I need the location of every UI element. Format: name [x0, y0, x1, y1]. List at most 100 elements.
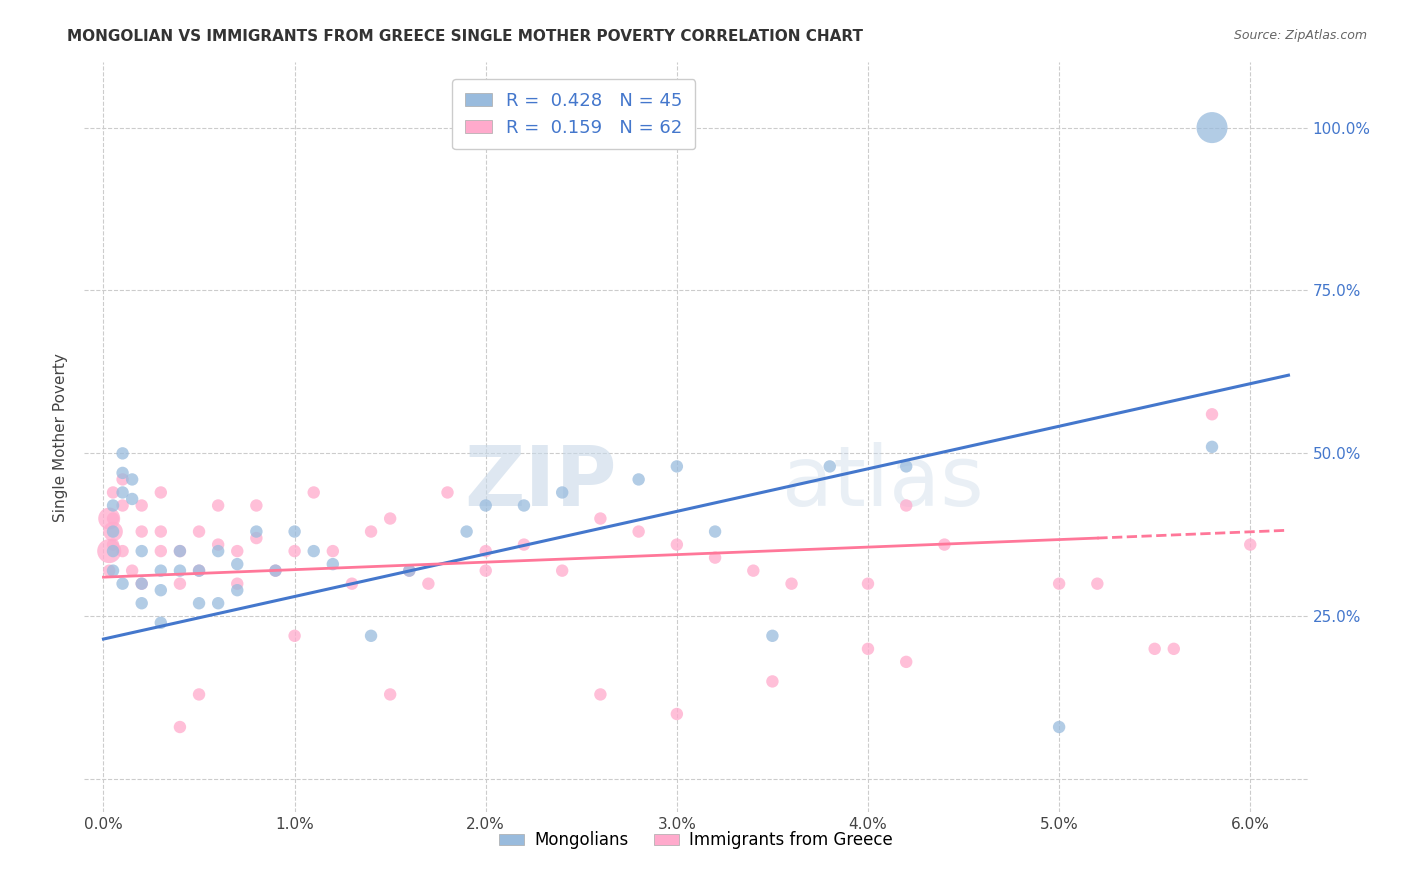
Point	[245, 524, 267, 539]
Point	[188, 596, 211, 610]
Point	[665, 459, 688, 474]
Point	[188, 688, 211, 702]
Point	[1143, 641, 1166, 656]
Point	[149, 564, 172, 578]
Point	[322, 544, 344, 558]
Point	[149, 615, 172, 630]
Point	[474, 499, 496, 513]
Point	[169, 564, 191, 578]
Point	[780, 576, 803, 591]
Point	[665, 706, 688, 721]
Point	[761, 629, 783, 643]
Text: atlas: atlas	[782, 442, 983, 523]
Point	[207, 499, 229, 513]
Point	[284, 524, 307, 539]
Text: MONGOLIAN VS IMMIGRANTS FROM GREECE SINGLE MOTHER POVERTY CORRELATION CHART: MONGOLIAN VS IMMIGRANTS FROM GREECE SING…	[67, 29, 863, 44]
Point	[380, 688, 402, 702]
Point	[121, 491, 143, 506]
Point	[245, 531, 267, 545]
Point	[101, 511, 124, 525]
Point	[111, 544, 134, 558]
Point	[284, 629, 307, 643]
Point	[589, 511, 612, 525]
Point	[589, 688, 612, 702]
Point	[360, 629, 382, 643]
Point	[111, 499, 134, 513]
Point	[149, 524, 172, 539]
Point	[101, 524, 124, 539]
Point	[121, 472, 143, 486]
Point	[1201, 120, 1223, 135]
Point	[245, 499, 267, 513]
Point	[264, 564, 287, 578]
Point	[226, 583, 249, 598]
Point	[131, 544, 153, 558]
Point	[322, 557, 344, 571]
Point	[131, 524, 153, 539]
Point	[188, 524, 211, 539]
Point	[101, 485, 124, 500]
Point	[169, 544, 191, 558]
Point	[188, 564, 211, 578]
Point	[169, 544, 191, 558]
Point	[226, 544, 249, 558]
Point	[436, 485, 458, 500]
Point	[627, 524, 650, 539]
Text: ZIP: ZIP	[464, 442, 616, 523]
Point	[264, 564, 287, 578]
Point	[418, 576, 440, 591]
Point	[360, 524, 382, 539]
Point	[551, 485, 574, 500]
Point	[474, 544, 496, 558]
Point	[704, 524, 727, 539]
Point	[302, 544, 325, 558]
Point	[131, 576, 153, 591]
Point	[101, 564, 124, 578]
Text: Source: ZipAtlas.com: Source: ZipAtlas.com	[1233, 29, 1367, 42]
Point	[149, 583, 172, 598]
Point	[101, 538, 124, 552]
Point	[226, 576, 249, 591]
Point	[131, 596, 153, 610]
Point	[131, 499, 153, 513]
Point	[896, 459, 918, 474]
Point	[149, 544, 172, 558]
Point	[111, 466, 134, 480]
Point	[398, 564, 420, 578]
Point	[98, 564, 121, 578]
Point	[856, 576, 879, 591]
Point	[1239, 538, 1261, 552]
Point	[665, 538, 688, 552]
Point	[818, 459, 841, 474]
Point	[111, 576, 134, 591]
Point	[1201, 440, 1223, 454]
Point	[398, 564, 420, 578]
Point	[474, 564, 496, 578]
Y-axis label: Single Mother Poverty: Single Mother Poverty	[53, 352, 69, 522]
Point	[302, 485, 325, 500]
Point	[627, 472, 650, 486]
Point	[1047, 576, 1070, 591]
Point	[207, 538, 229, 552]
Point	[380, 511, 402, 525]
Point	[111, 446, 134, 460]
Point	[101, 544, 124, 558]
Point	[207, 596, 229, 610]
Point	[101, 499, 124, 513]
Point	[169, 576, 191, 591]
Point	[896, 655, 918, 669]
Point	[149, 485, 172, 500]
Point	[934, 538, 956, 552]
Legend: Mongolians, Immigrants from Greece: Mongolians, Immigrants from Greece	[494, 824, 898, 855]
Point	[226, 557, 249, 571]
Point	[513, 499, 536, 513]
Point	[111, 472, 134, 486]
Point	[513, 538, 536, 552]
Point	[1163, 641, 1185, 656]
Point	[111, 485, 134, 500]
Point	[704, 550, 727, 565]
Point	[1085, 576, 1108, 591]
Point	[1047, 720, 1070, 734]
Point	[742, 564, 765, 578]
Point	[284, 544, 307, 558]
